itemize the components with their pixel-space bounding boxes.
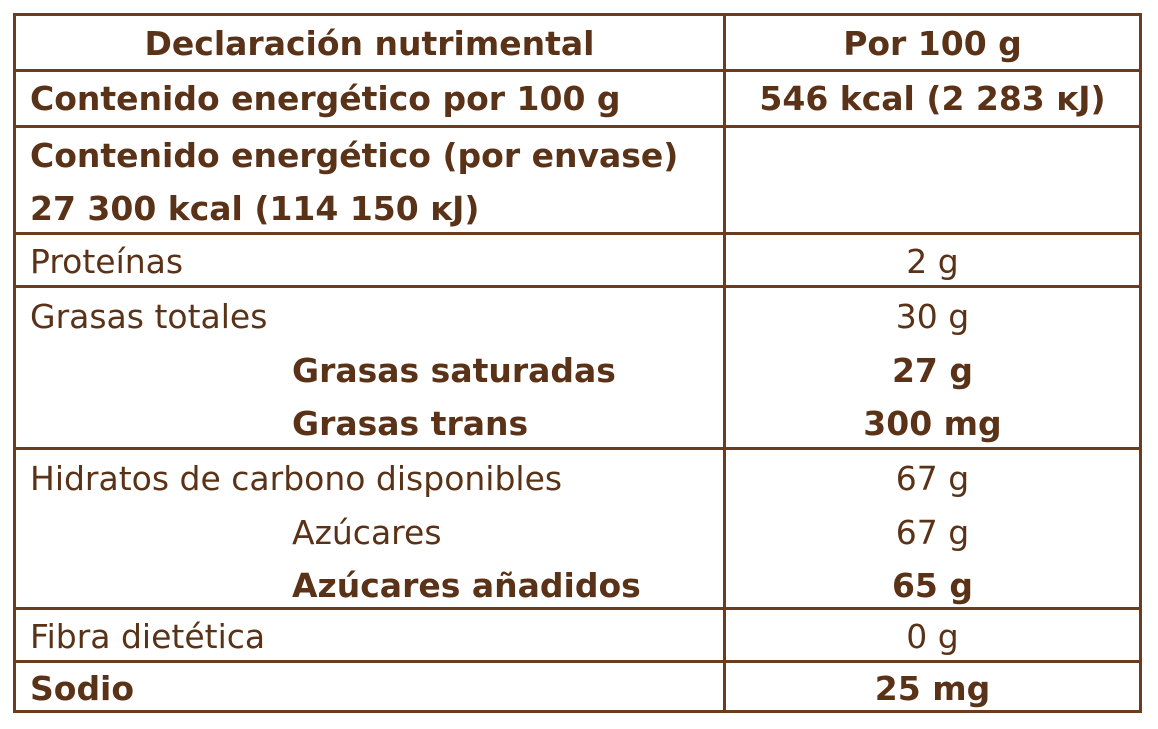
sugars-label: Azúcares <box>292 513 442 552</box>
column-divider <box>723 128 726 232</box>
sodium-label: Sodio <box>30 669 135 708</box>
column-divider <box>723 610 726 660</box>
header-row: Declaración nutrimental Por 100 g <box>16 16 1139 69</box>
total-fat-value: 30 g <box>895 297 970 336</box>
trans-fat-value: 300 mg <box>863 404 1002 443</box>
saturated-fat-value: 27 g <box>891 351 974 390</box>
sugars-value: 67 g <box>895 513 970 552</box>
energy-per-package-label: Contenido energético (por envase) <box>30 136 679 175</box>
sodium-value: 25 mg <box>874 669 991 708</box>
header-per-label: Por 100 g <box>843 24 1022 63</box>
column-divider <box>723 450 726 607</box>
column-divider <box>723 16 726 69</box>
column-divider <box>723 72 726 125</box>
fat-row: Grasas totales 30 g Grasas saturadas 27 … <box>16 285 1139 447</box>
column-divider <box>723 288 726 447</box>
fiber-value: 0 g <box>906 617 959 656</box>
column-divider <box>723 663 726 710</box>
total-fat-label: Grasas totales <box>30 297 268 336</box>
protein-value: 2 g <box>906 242 959 281</box>
header-label: Declaración nutrimental <box>144 24 595 63</box>
added-sugars-label: Azúcares añadidos <box>292 566 641 605</box>
energy-per-100-value: 546 kcal (2 283 ĸJ) <box>759 79 1106 118</box>
carbs-value: 67 g <box>895 459 970 498</box>
protein-label: Proteínas <box>30 242 184 281</box>
fiber-label: Fibra dietética <box>30 617 266 656</box>
energy-per-100-label: Contenido energético por 100 g <box>30 79 621 118</box>
energy-per-package-row: Contenido energético (por envase) 27 300… <box>16 125 1139 232</box>
energy-per-package-value: 27 300 kcal (114 150 ĸJ) <box>30 189 480 228</box>
energy-per-100-row: Contenido energético por 100 g 546 kcal … <box>16 69 1139 125</box>
protein-row: Proteínas 2 g <box>16 232 1139 285</box>
saturated-fat-label: Grasas saturadas <box>292 351 616 390</box>
trans-fat-label: Grasas trans <box>292 404 529 443</box>
added-sugars-value: 65 g <box>891 566 974 605</box>
carbs-label: Hidratos de carbono disponibles <box>30 459 563 498</box>
sodium-row: Sodio 25 mg <box>16 660 1139 710</box>
fiber-row: Fibra dietética 0 g <box>16 607 1139 660</box>
carbs-row: Hidratos de carbono disponibles 67 g Azú… <box>16 447 1139 607</box>
column-divider <box>723 235 726 285</box>
nutrition-facts-table: Declaración nutrimental Por 100 g Conten… <box>13 13 1142 713</box>
